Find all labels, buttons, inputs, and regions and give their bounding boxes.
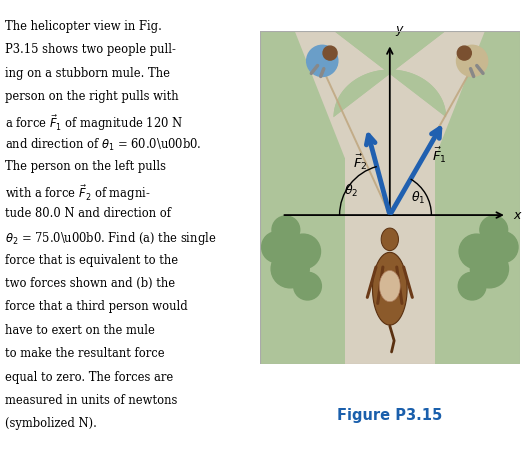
Text: equal to zero. The forces are: equal to zero. The forces are [5,371,173,383]
Circle shape [271,250,309,288]
Polygon shape [295,31,390,158]
Text: two forces shown and (b) the: two forces shown and (b) the [5,277,175,290]
Polygon shape [333,31,446,117]
Polygon shape [333,31,446,117]
Circle shape [307,45,338,77]
Text: $y$: $y$ [395,24,405,38]
Text: $\theta_1$: $\theta_1$ [411,190,426,207]
Text: measured in units of newtons: measured in units of newtons [5,394,177,407]
Circle shape [272,216,300,244]
Text: person on the right pulls with: person on the right pulls with [5,90,179,103]
Circle shape [286,234,320,269]
Polygon shape [373,252,407,325]
Text: The helicopter view in Fig.: The helicopter view in Fig. [5,20,162,33]
Circle shape [458,272,486,300]
Text: have to exert on the mule: have to exert on the mule [5,324,155,337]
Text: $\theta_2$ = 75.0\u00b0. Find (a) the single: $\theta_2$ = 75.0\u00b0. Find (a) the si… [5,230,216,247]
Polygon shape [380,271,400,302]
Text: force that a third person would: force that a third person would [5,300,188,313]
Text: a force $\vec{F}_1$ of magnitude 120 N: a force $\vec{F}_1$ of magnitude 120 N [5,113,183,133]
Circle shape [293,272,321,300]
Circle shape [457,45,488,77]
Text: force that is equivalent to the: force that is equivalent to the [5,253,178,267]
Circle shape [323,46,337,60]
Circle shape [457,46,471,60]
Text: $\vec{F}_2$: $\vec{F}_2$ [353,152,367,172]
Text: to make the resultant force: to make the resultant force [5,347,165,360]
Text: $\vec{F}_1$: $\vec{F}_1$ [432,146,447,165]
Polygon shape [381,228,398,251]
Text: (symbolized N).: (symbolized N). [5,417,97,430]
Circle shape [480,216,508,244]
Text: The person on the left pulls: The person on the left pulls [5,160,166,173]
Text: with a force $\vec{F}_2$ of magni-: with a force $\vec{F}_2$ of magni- [5,184,151,203]
Text: P3.15 shows two people pull-: P3.15 shows two people pull- [5,43,176,56]
Text: $\theta_2$: $\theta_2$ [344,184,358,199]
Text: and direction of $\theta_1$ = 60.0\u00b0.: and direction of $\theta_1$ = 60.0\u00b0… [5,137,202,153]
Text: $x$: $x$ [513,208,523,221]
Circle shape [487,231,518,263]
Text: tude 80.0 N and direction of: tude 80.0 N and direction of [5,207,171,220]
Circle shape [459,234,494,269]
Circle shape [261,231,293,263]
Bar [345,31,435,364]
Circle shape [470,250,509,288]
Polygon shape [390,31,485,158]
Text: Figure P3.15: Figure P3.15 [337,408,443,423]
Text: ing on a stubborn mule. The: ing on a stubborn mule. The [5,67,170,80]
